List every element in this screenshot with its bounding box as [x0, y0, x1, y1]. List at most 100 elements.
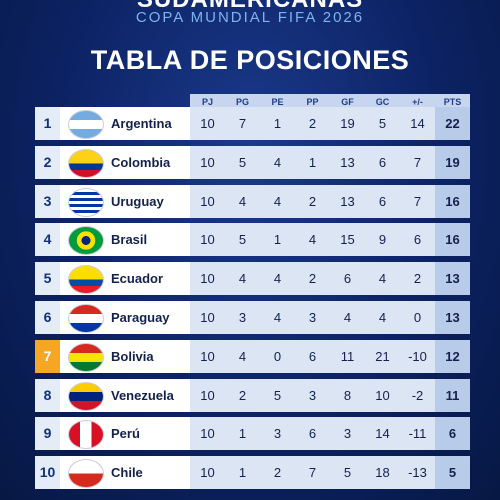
- stat: 6: [308, 348, 317, 364]
- flag: [68, 148, 104, 178]
- stat: 11: [435, 378, 470, 412]
- column-header: GF: [341, 97, 354, 107]
- stat: 13: [340, 193, 355, 209]
- stat: 10: [200, 271, 215, 287]
- flag: [68, 187, 104, 217]
- stats-panel: [190, 301, 470, 334]
- stat: 13: [435, 301, 470, 334]
- stats-panel: [190, 107, 470, 140]
- flag: [68, 265, 104, 295]
- stat: 5: [378, 116, 387, 131]
- stats-panel: [190, 262, 470, 296]
- stat: 6: [343, 271, 352, 287]
- stat: -13: [408, 465, 427, 481]
- stat: 5: [238, 154, 247, 170]
- stats-panel: [190, 339, 470, 373]
- stat: 16: [435, 184, 470, 218]
- stat: 7: [413, 193, 422, 209]
- stat: 12: [435, 339, 470, 373]
- stat: 2: [308, 116, 317, 131]
- stat: 19: [340, 116, 355, 131]
- rank: 2: [35, 145, 60, 179]
- stat: 8: [343, 387, 352, 403]
- stat: 1: [273, 116, 282, 131]
- flag: [68, 226, 104, 256]
- stat: 0: [273, 348, 282, 364]
- stat: 10: [200, 193, 215, 209]
- stat: 6: [308, 426, 317, 442]
- stat: 3: [343, 426, 352, 442]
- rank: 5: [35, 262, 60, 296]
- stats-panel: [190, 145, 470, 179]
- stat: 4: [343, 310, 352, 325]
- stat: 15: [340, 232, 355, 248]
- column-header: +/-: [412, 97, 423, 107]
- team-name: Chile: [111, 465, 143, 481]
- stat: 5: [238, 232, 247, 248]
- stat: -10: [408, 348, 427, 364]
- stat: 10: [200, 465, 215, 481]
- column-header: PJ: [201, 97, 213, 107]
- team-name: Brasil: [111, 232, 148, 248]
- stat: 14: [375, 426, 390, 442]
- rank: 7: [35, 339, 60, 373]
- column-header: PP: [306, 97, 319, 107]
- stat: 10: [200, 116, 215, 131]
- stat: 7: [308, 465, 317, 481]
- stat: 3: [308, 387, 317, 403]
- stat: 4: [238, 193, 247, 209]
- stat: 10: [200, 310, 215, 325]
- stat: -11: [408, 426, 427, 442]
- stat: 10: [200, 348, 215, 364]
- stat: 7: [238, 116, 247, 131]
- rank: 8: [35, 378, 60, 412]
- stat: 0: [413, 310, 422, 325]
- stat: 21: [375, 348, 390, 364]
- rank: 9: [35, 417, 60, 451]
- column-header: PG: [235, 97, 249, 107]
- stat: 1: [238, 465, 247, 481]
- stat: 9: [378, 232, 387, 248]
- stat: 22: [435, 107, 470, 140]
- title: TABLA DE POSICIONES: [90, 45, 410, 75]
- flag: [68, 342, 104, 372]
- stat: 4: [273, 310, 282, 325]
- stat: 4: [238, 271, 247, 287]
- rank: 1: [35, 107, 60, 140]
- column-header: GC: [375, 97, 390, 107]
- column-header: PTS: [443, 97, 462, 107]
- team-name: Colombia: [111, 154, 171, 170]
- stat: 3: [308, 310, 317, 325]
- stat: 5: [435, 456, 470, 490]
- stat: 2: [308, 193, 317, 209]
- header-strip: [190, 94, 470, 110]
- stat: 10: [200, 426, 215, 442]
- stat: 7: [413, 154, 422, 170]
- stat: -2: [411, 387, 424, 403]
- flag: [68, 459, 104, 489]
- subtitle: COPA MUNDIAL FIFA 2026: [135, 9, 365, 26]
- stats-panel: [190, 378, 470, 412]
- stat: 4: [378, 310, 387, 325]
- column-header: PE: [271, 97, 284, 107]
- team-name: Uruguay: [111, 193, 164, 209]
- stat: 6: [435, 417, 470, 451]
- stat: 10: [200, 232, 215, 248]
- stat: 4: [273, 154, 282, 170]
- banner-top: SUDAMERICANAS: [0, 0, 500, 14]
- stat: 13: [435, 262, 470, 296]
- team-name: Bolivia: [111, 348, 154, 364]
- stat: 1: [238, 426, 247, 442]
- stats-panel: [190, 456, 470, 490]
- stat: 2: [413, 271, 422, 287]
- team-name: Perú: [111, 426, 140, 442]
- flag: [68, 381, 104, 411]
- stat: 10: [200, 387, 215, 403]
- flag: [68, 110, 104, 139]
- stat: 1: [308, 154, 317, 170]
- rank: 10: [35, 456, 60, 490]
- stat: 4: [378, 271, 387, 287]
- team-name: Ecuador: [111, 271, 164, 287]
- flag: [68, 304, 104, 333]
